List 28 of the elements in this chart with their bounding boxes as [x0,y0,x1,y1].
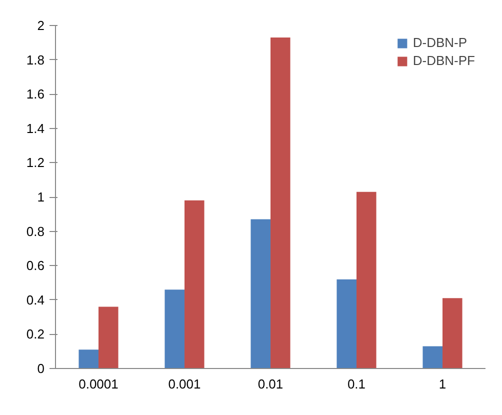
y-tick-label: 0.6 [26,258,45,274]
bar [336,279,356,368]
legend-label: D-DBN-P [412,35,468,50]
x-tick-label: 1 [438,376,446,392]
bar [422,346,442,368]
y-tick-label: 1.2 [26,155,45,170]
y-tick-label: 0.2 [26,326,45,342]
y-tick-label: 1 [37,190,45,204]
bar [250,219,270,368]
y-tick-label: 0.4 [26,292,45,308]
y-tick-label: 0.8 [26,224,45,239]
legend-label: D-DBN-PF [412,53,475,68]
y-tick-label: 1.8 [26,52,45,68]
y-tick-label: 1.6 [26,86,45,102]
bar [98,306,118,368]
bar [442,298,462,368]
x-tick-label: 0.1 [347,376,366,392]
bar [164,290,184,368]
y-tick-label: 0 [37,361,45,376]
x-tick-label: 0.01 [258,376,284,392]
y-tick-label: 1.4 [26,120,45,136]
x-tick-label: 0.0001 [78,376,118,392]
x-tick-label: 0.001 [168,376,201,392]
bar [356,192,376,368]
bar [78,350,98,368]
y-tick-label: 2 [37,18,45,33]
bar [270,38,290,368]
bar [184,200,204,368]
